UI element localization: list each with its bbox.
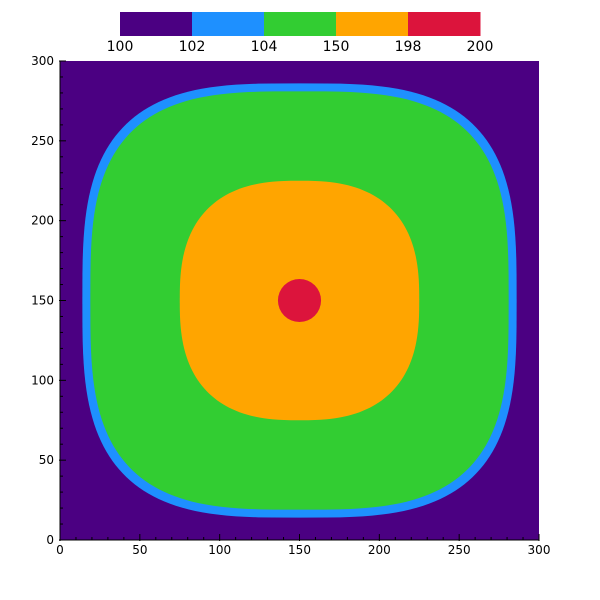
- x-tick-label: 100: [208, 543, 231, 557]
- colorbar-label: 102: [179, 39, 206, 55]
- colorbar-segment: [336, 12, 409, 36]
- y-tick-label: 200: [31, 214, 54, 228]
- colorbar-label: 104: [251, 39, 278, 55]
- colorbar-segment: [192, 12, 265, 36]
- x-tick-label: 150: [288, 543, 311, 557]
- contour-region-4: [277, 278, 322, 323]
- plot-area: [60, 61, 539, 540]
- colorbar-segment: [120, 12, 193, 36]
- colorbar: [120, 12, 481, 36]
- colorbar-label: 150: [323, 39, 350, 55]
- y-tick-label: 250: [31, 134, 54, 148]
- y-tick-label: 100: [31, 373, 54, 387]
- colorbar-label: 198: [395, 39, 422, 55]
- x-tick-label: 50: [132, 543, 147, 557]
- y-tick-label: 50: [39, 453, 54, 467]
- y-tick-label: 150: [31, 294, 54, 308]
- axes: 0 50 100 150 200 250 300 0 50 100 150 200 250 300: [31, 54, 550, 557]
- x-tick-label: 200: [368, 543, 391, 557]
- x-tick-label: 250: [448, 543, 471, 557]
- colorbar-label: 200: [467, 39, 494, 55]
- colorbar-label: 100: [107, 39, 134, 55]
- colorbar-segment: [408, 12, 481, 36]
- x-tick-label: 0: [56, 543, 64, 557]
- colorbar-segment: [264, 12, 337, 36]
- x-tick-label: 300: [528, 543, 551, 557]
- y-tick-label: 0: [46, 533, 54, 547]
- y-tick-label: 300: [31, 54, 54, 68]
- colorbar-labels: 100 102 104 150 198 200: [107, 39, 494, 55]
